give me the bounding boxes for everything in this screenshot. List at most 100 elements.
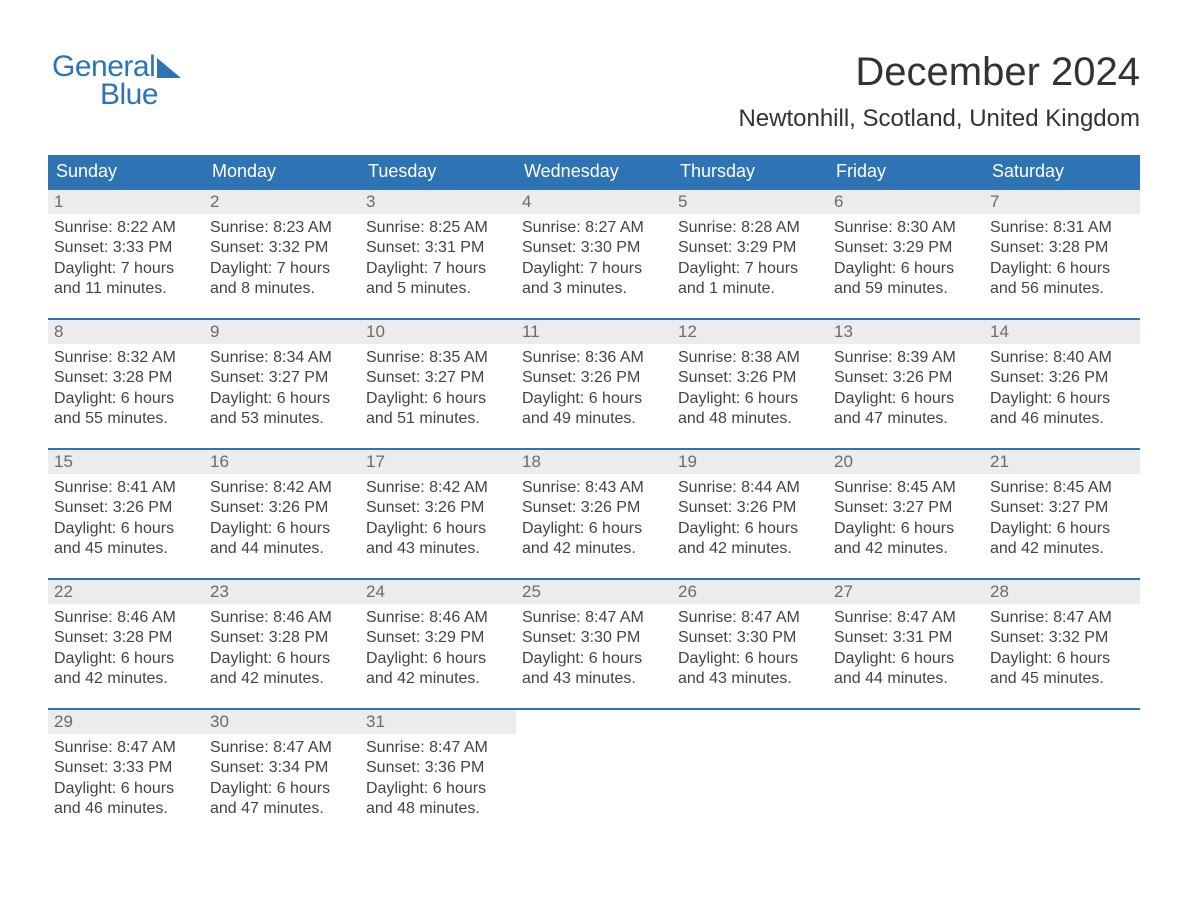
day-cell: 21Sunrise: 8:45 AMSunset: 3:27 PMDayligh…	[984, 450, 1140, 578]
day-d2: and 48 minutes.	[678, 409, 822, 429]
day-cell: 13Sunrise: 8:39 AMSunset: 3:26 PMDayligh…	[828, 320, 984, 448]
day-d1: Daylight: 6 hours	[522, 519, 666, 539]
day-d1: Daylight: 6 hours	[678, 649, 822, 669]
day-cell: 9Sunrise: 8:34 AMSunset: 3:27 PMDaylight…	[204, 320, 360, 448]
day-d2: and 43 minutes.	[366, 539, 510, 559]
day-body: Sunrise: 8:27 AMSunset: 3:30 PMDaylight:…	[516, 214, 672, 306]
day-d1: Daylight: 7 hours	[210, 259, 354, 279]
day-number: 9	[204, 320, 360, 344]
day-number: 15	[48, 450, 204, 474]
day-sunset: Sunset: 3:30 PM	[678, 628, 822, 648]
day-body: Sunrise: 8:42 AMSunset: 3:26 PMDaylight:…	[204, 474, 360, 566]
day-sunset: Sunset: 3:27 PM	[366, 368, 510, 388]
day-cell	[828, 710, 984, 838]
day-cell: 14 Sunrise: 8:40 AMSunset: 3:26 PMDayligh…	[984, 320, 1140, 448]
day-sunrise: Sunrise: 8:42 AM	[210, 478, 354, 498]
day-body: Sunrise: 8:47 AMSunset: 3:33 PMDaylight:…	[48, 734, 204, 826]
day-cell: 1Sunrise: 8:22 AMSunset: 3:33 PMDaylight…	[48, 190, 204, 318]
day-body: Sunrise: 8:44 AMSunset: 3:26 PMDaylight:…	[672, 474, 828, 566]
day-d1: Daylight: 6 hours	[678, 519, 822, 539]
day-sunrise: Sunrise: 8:38 AM	[678, 348, 822, 368]
day-d2: and 56 minutes.	[990, 279, 1134, 299]
day-d2: and 46 minutes.	[990, 409, 1134, 429]
day-sunset: Sunset: 3:26 PM	[990, 368, 1134, 388]
day-cell: 19Sunrise: 8:44 AMSunset: 3:26 PMDayligh…	[672, 450, 828, 578]
day-sunset: Sunset: 3:36 PM	[366, 758, 510, 778]
day-sunrise: Sunrise: 8:46 AM	[210, 608, 354, 628]
day-body: Sunrise: 8:43 AMSunset: 3:26 PMDaylight:…	[516, 474, 672, 566]
dow-tuesday: Tuesday	[360, 155, 516, 188]
day-d2: and 47 minutes.	[210, 799, 354, 819]
day-sunset: Sunset: 3:31 PM	[366, 238, 510, 258]
day-d1: Daylight: 7 hours	[366, 259, 510, 279]
day-d2: and 44 minutes.	[834, 669, 978, 689]
day-cell	[516, 710, 672, 838]
day-body: Sunrise: 8:47 AMSunset: 3:36 PMDaylight:…	[360, 734, 516, 826]
day-cell: 11Sunrise: 8:36 AMSunset: 3:26 PMDayligh…	[516, 320, 672, 448]
day-d2: and 3 minutes.	[522, 279, 666, 299]
day-sunset: Sunset: 3:33 PM	[54, 238, 198, 258]
day-sunrise: Sunrise: 8:45 AM	[990, 478, 1134, 498]
week-row: 22Sunrise: 8:46 AMSunset: 3:28 PMDayligh…	[48, 578, 1140, 708]
week-row: 29Sunrise: 8:47 AMSunset: 3:33 PMDayligh…	[48, 708, 1140, 838]
day-sunset: Sunset: 3:32 PM	[990, 628, 1134, 648]
day-d2: and 42 minutes.	[990, 539, 1134, 559]
day-body: Sunrise: 8:22 AMSunset: 3:33 PMDaylight:…	[48, 214, 204, 306]
logo-word2: Blue	[100, 78, 158, 112]
day-sunset: Sunset: 3:26 PM	[366, 498, 510, 518]
day-sunrise: Sunrise: 8:25 AM	[366, 218, 510, 238]
day-d1: Daylight: 6 hours	[990, 389, 1134, 409]
day-d2: and 42 minutes.	[678, 539, 822, 559]
day-number: 12	[672, 320, 828, 344]
day-cell: 27Sunrise: 8:47 AMSunset: 3:31 PMDayligh…	[828, 580, 984, 708]
day-body: Sunrise: 8:32 AMSunset: 3:28 PMDaylight:…	[48, 344, 204, 436]
day-number: 14	[984, 320, 1140, 344]
day-cell: 5Sunrise: 8:28 AMSunset: 3:29 PMDaylight…	[672, 190, 828, 318]
day-cell	[984, 710, 1140, 838]
day-body: Sunrise: 8:46 AMSunset: 3:28 PMDaylight:…	[204, 604, 360, 696]
day-sunrise: Sunrise: 8:40 AM	[990, 348, 1134, 368]
day-cell	[672, 710, 828, 838]
day-cell: 2Sunrise: 8:23 AMSunset: 3:32 PMDaylight…	[204, 190, 360, 318]
day-sunset: Sunset: 3:27 PM	[210, 368, 354, 388]
day-body: Sunrise: 8:38 AMSunset: 3:26 PMDaylight:…	[672, 344, 828, 436]
day-d1: Daylight: 6 hours	[366, 519, 510, 539]
day-d2: and 47 minutes.	[834, 409, 978, 429]
day-d1: Daylight: 6 hours	[990, 259, 1134, 279]
day-d2: and 8 minutes.	[210, 279, 354, 299]
day-body: Sunrise: 8:46 AMSunset: 3:29 PMDaylight:…	[360, 604, 516, 696]
dow-saturday: Saturday	[984, 155, 1140, 188]
day-sunset: Sunset: 3:26 PM	[522, 498, 666, 518]
day-sunrise: Sunrise: 8:41 AM	[54, 478, 198, 498]
day-number: 6	[828, 190, 984, 214]
day-sunrise: Sunrise: 8:39 AM	[834, 348, 978, 368]
day-d2: and 42 minutes.	[54, 669, 198, 689]
day-d2: and 46 minutes.	[54, 799, 198, 819]
day-number: 17	[360, 450, 516, 474]
day-number: 8	[48, 320, 204, 344]
day-cell: 3Sunrise: 8:25 AMSunset: 3:31 PMDaylight…	[360, 190, 516, 318]
month-title: December 2024	[738, 50, 1140, 95]
dow-header: Sunday Monday Tuesday Wednesday Thursday…	[48, 155, 1140, 188]
dow-monday: Monday	[204, 155, 360, 188]
day-sunset: Sunset: 3:32 PM	[210, 238, 354, 258]
day-d1: Daylight: 6 hours	[834, 649, 978, 669]
day-d1: Daylight: 6 hours	[210, 649, 354, 669]
day-number: 24	[360, 580, 516, 604]
day-sunset: Sunset: 3:31 PM	[834, 628, 978, 648]
day-body: Sunrise: 8:47 AMSunset: 3:30 PMDaylight:…	[672, 604, 828, 696]
day-body: Sunrise: 8:42 AMSunset: 3:26 PMDaylight:…	[360, 474, 516, 566]
day-sunrise: Sunrise: 8:45 AM	[834, 478, 978, 498]
day-body: Sunrise: 8:31 AMSunset: 3:28 PMDaylight:…	[984, 214, 1140, 306]
day-body: Sunrise: 8:25 AMSunset: 3:31 PMDaylight:…	[360, 214, 516, 306]
day-d1: Daylight: 6 hours	[522, 649, 666, 669]
day-body: Sunrise: 8:47 AMSunset: 3:30 PMDaylight:…	[516, 604, 672, 696]
day-d2: and 43 minutes.	[522, 669, 666, 689]
day-sunset: Sunset: 3:26 PM	[678, 368, 822, 388]
day-d1: Daylight: 6 hours	[54, 649, 198, 669]
day-d1: Daylight: 6 hours	[366, 779, 510, 799]
day-number: 19	[672, 450, 828, 474]
day-cell: 24Sunrise: 8:46 AMSunset: 3:29 PMDayligh…	[360, 580, 516, 708]
day-cell: 16Sunrise: 8:42 AMSunset: 3:26 PMDayligh…	[204, 450, 360, 578]
day-d1: Daylight: 6 hours	[990, 649, 1134, 669]
